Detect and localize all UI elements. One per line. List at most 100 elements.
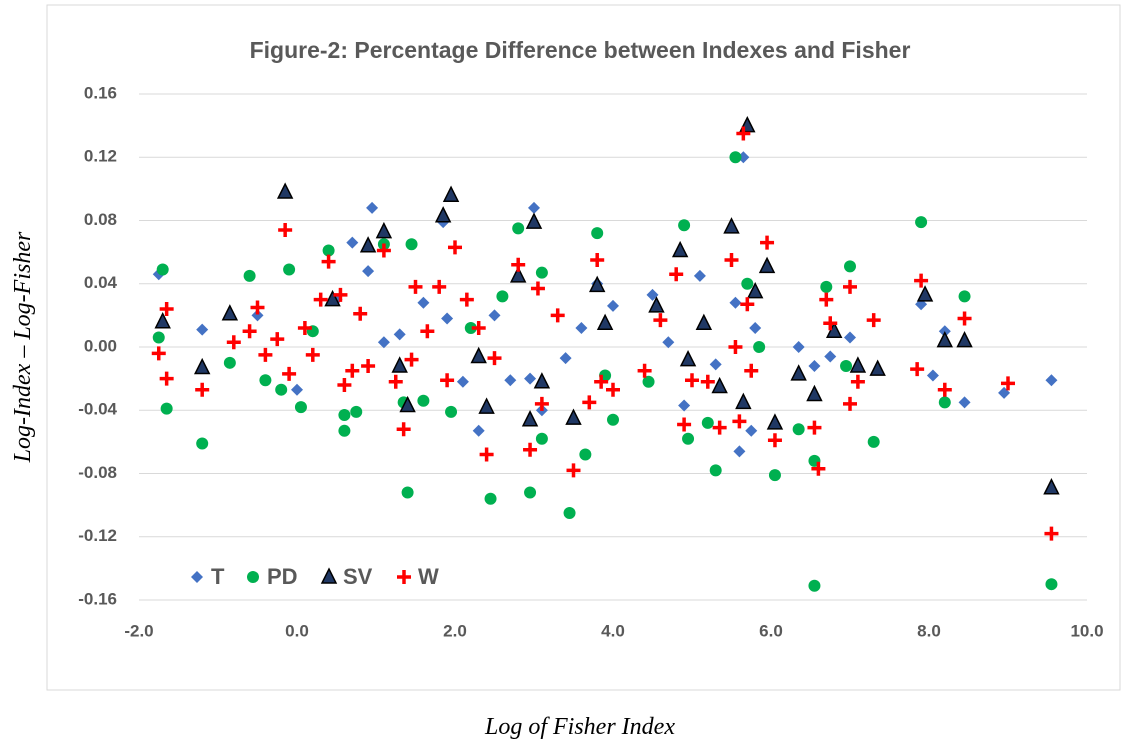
- diamond-marker: [808, 359, 821, 372]
- plus-marker: [159, 371, 174, 386]
- plus-marker: [760, 235, 775, 250]
- x-tick-label: 10.0: [1070, 621, 1103, 640]
- plus-marker: [637, 363, 652, 378]
- circle-marker: [484, 492, 497, 505]
- triangle-marker: [766, 413, 784, 430]
- plus-marker: [396, 422, 411, 437]
- triangle-marker: [671, 240, 689, 258]
- plus-marker: [712, 420, 727, 435]
- triangle-marker: [478, 397, 495, 414]
- legend-label: T: [211, 564, 225, 589]
- circle-marker: [535, 432, 548, 445]
- circle-marker: [768, 469, 781, 482]
- diamond-marker: [559, 352, 572, 365]
- circle-marker: [1045, 578, 1058, 591]
- circle-marker: [591, 227, 604, 240]
- plus-marker: [270, 332, 285, 347]
- triangle-marker: [648, 296, 665, 313]
- plus-marker: [850, 374, 865, 389]
- plus-marker: [767, 433, 782, 448]
- circle-marker: [820, 280, 833, 293]
- circle-marker: [294, 401, 307, 414]
- triangle-marker: [711, 376, 728, 394]
- plus-marker: [479, 447, 494, 462]
- circle-marker: [338, 408, 351, 421]
- plus-marker: [736, 126, 751, 141]
- plus-marker: [376, 243, 391, 258]
- legend-marker: [397, 570, 411, 584]
- y-tick-label: -0.12: [78, 526, 117, 545]
- legend-marker: [247, 571, 259, 583]
- legend-label: PD: [267, 564, 298, 589]
- diamond-marker: [251, 309, 264, 322]
- diamond-marker: [346, 236, 359, 249]
- triangle-marker: [359, 236, 377, 253]
- circle-marker: [338, 424, 351, 437]
- y-axis-title: Log-Index – Log-Fisher: [10, 231, 36, 463]
- plus-marker: [487, 351, 502, 366]
- triangle-marker: [525, 212, 543, 229]
- plus-marker: [523, 442, 538, 457]
- circle-marker: [563, 507, 576, 520]
- plus-marker: [740, 297, 755, 312]
- circle-marker: [867, 435, 880, 448]
- x-axis-title: Log of Fisher Index: [484, 714, 675, 740]
- triangle-marker: [434, 206, 452, 223]
- diamond-marker: [291, 383, 303, 396]
- diamond-marker: [745, 424, 758, 437]
- triangle-marker: [470, 346, 487, 364]
- plus-marker: [345, 363, 360, 378]
- diamond-marker: [441, 312, 454, 325]
- plus-marker: [590, 253, 605, 268]
- diamond-marker: [693, 269, 706, 282]
- circle-marker: [915, 216, 928, 229]
- circle-marker: [958, 290, 971, 303]
- plus-marker: [404, 352, 419, 367]
- circle-marker: [196, 437, 209, 450]
- plus-marker: [700, 374, 715, 389]
- diamond-marker: [488, 309, 501, 322]
- plus-marker: [819, 292, 834, 307]
- plus-marker: [823, 316, 838, 331]
- plus-marker: [305, 347, 320, 362]
- circle-marker: [682, 432, 695, 445]
- triangle-marker: [588, 275, 606, 293]
- circle-marker: [741, 277, 754, 290]
- plus-marker: [843, 396, 857, 411]
- x-tick-label: 6.0: [759, 621, 783, 640]
- legend-marker: [320, 567, 338, 584]
- triangle-marker: [956, 330, 973, 348]
- plus-marker: [957, 311, 972, 326]
- plus-marker: [159, 302, 174, 317]
- plus-marker: [282, 366, 297, 381]
- diamond-marker: [792, 341, 805, 353]
- circle-marker: [223, 356, 236, 369]
- plus-marker: [530, 281, 545, 296]
- plus-marker: [582, 395, 597, 410]
- plus-marker: [811, 461, 826, 476]
- legend-marker: [191, 571, 203, 583]
- circle-marker: [417, 394, 430, 407]
- y-tick-label: -0.04: [78, 400, 117, 419]
- plus-marker: [297, 321, 312, 336]
- plus-marker: [432, 279, 447, 294]
- circle-marker: [709, 464, 722, 477]
- diamond-marker: [662, 336, 675, 349]
- triangle-marker: [695, 313, 713, 331]
- plus-marker: [242, 324, 257, 339]
- triangle-marker: [806, 384, 823, 402]
- plus-marker: [408, 279, 423, 294]
- diamond-marker: [196, 323, 209, 336]
- plus-marker: [744, 363, 759, 378]
- diamond-marker: [844, 331, 856, 344]
- circle-marker: [607, 413, 619, 426]
- triangle-marker: [790, 364, 807, 381]
- diamond-marker: [958, 396, 971, 409]
- diamond-marker: [749, 322, 762, 335]
- plus-marker: [807, 420, 822, 435]
- circle-marker: [259, 374, 272, 387]
- circle-marker: [275, 383, 288, 396]
- circle-marker: [524, 486, 537, 499]
- triangle-marker: [916, 285, 934, 302]
